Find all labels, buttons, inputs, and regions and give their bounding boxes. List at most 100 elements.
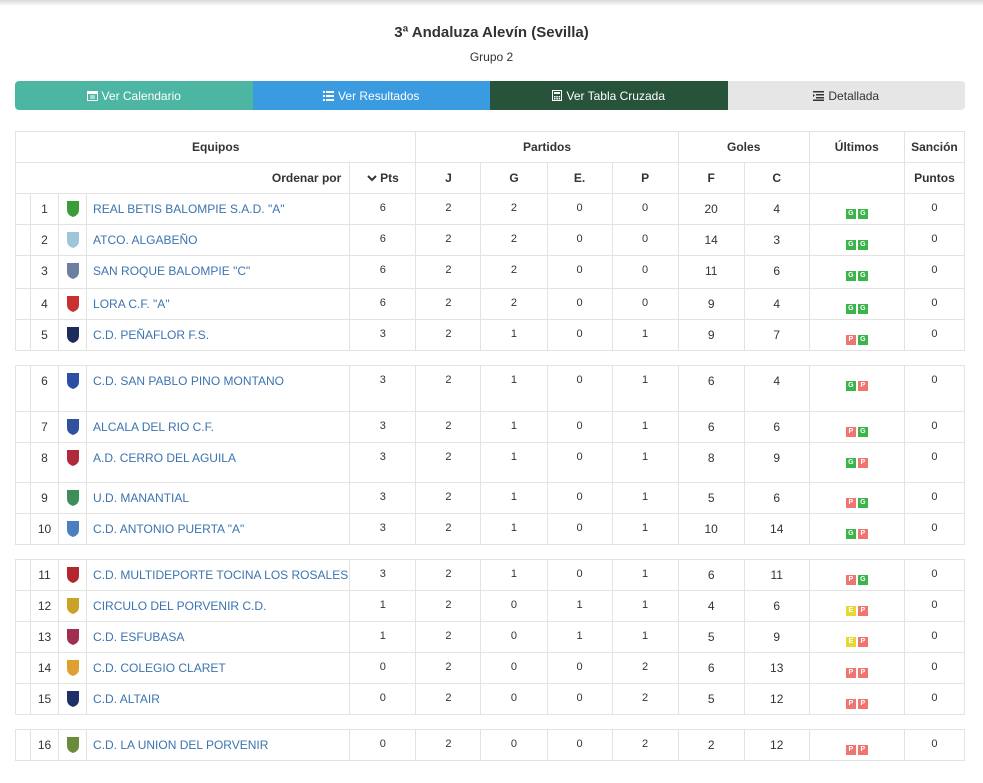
team-name-link-value[interactable]: SAN ROQUE BALOMPIE "C" (93, 264, 251, 278)
team-logo (58, 513, 88, 545)
pts: 3 (349, 559, 417, 591)
goals-for: 5 (677, 482, 745, 514)
team-logo (58, 683, 88, 715)
sancion-points: 0 (903, 559, 966, 591)
played: 2 (415, 482, 482, 514)
group-separator (15, 544, 965, 560)
team-logo (58, 193, 88, 225)
team-name-link[interactable]: C.D. LA UNION DEL PORVENIR (86, 729, 351, 761)
goals-against: 6 (743, 255, 810, 289)
sancion-points-value: 0 (931, 328, 938, 340)
team-name-link[interactable]: REAL BETIS BALOMPIE S.A.D. "A" (86, 193, 351, 225)
team-name-link-value[interactable]: C.D. SAN PABLO PINO MONTANO (93, 374, 284, 388)
tab-calendario[interactable]: Ver Calendario (15, 81, 253, 110)
won: 0 (480, 729, 548, 761)
team-name-link[interactable]: ATCO. ALGABEÑO (86, 224, 351, 256)
team-name-link-value[interactable]: C.D. LA UNION DEL PORVENIR (93, 738, 269, 752)
team-name-link-value[interactable]: LORA C.F. "A" (93, 297, 170, 311)
tab-resultados[interactable]: Ver Resultados (252, 81, 490, 110)
sort-pts-header[interactable]: Pts (349, 162, 417, 194)
team-name-link[interactable]: CIRCULO DEL PORVENIR C.D. (86, 590, 351, 622)
team-name-link-value[interactable]: REAL BETIS BALOMPIE S.A.D. "A" (93, 202, 285, 216)
drawn: 0 (546, 224, 613, 256)
team-name-link[interactable]: LORA C.F. "A" (86, 288, 351, 320)
result-badge: P (857, 381, 868, 391)
won-value: 0 (510, 599, 518, 611)
sancion-points-value: 0 (931, 420, 938, 432)
team-name-link[interactable]: U.D. MANANTIAL (86, 482, 351, 514)
position: 9 (29, 482, 60, 514)
team-name-link-value[interactable]: ATCO. ALGABEÑO (93, 233, 198, 247)
drawn-value: 0 (576, 374, 583, 386)
tab-tabla-cruzada[interactable]: Ver Tabla Cruzada (490, 81, 728, 110)
team-name-link-value[interactable]: C.D. COLEGIO CLARET (93, 661, 226, 675)
won: 0 (480, 621, 548, 653)
team-name-link[interactable]: C.D. ALTAIR (86, 683, 351, 715)
pts: 6 (349, 224, 417, 256)
team-name-link[interactable]: ALCALA DEL RIO C.F. (86, 411, 351, 443)
team-name-link-value[interactable]: CIRCULO DEL PORVENIR C.D. (93, 599, 267, 613)
lost: 0 (611, 193, 679, 225)
header-equipos: Equipos (14, 131, 417, 163)
played-value: 2 (445, 661, 452, 673)
played-value: 2 (445, 738, 452, 750)
table-row: 16 C.D. LA UNION DEL PORVENIR 0 2 0 0 2 2 12 P P 0 (15, 729, 966, 761)
team-name-link-value[interactable]: C.D. ANTONIO PUERTA "A" (93, 522, 245, 536)
team-name-link-value[interactable]: U.D. MANANTIAL (93, 491, 190, 505)
team-name-link-value[interactable]: C.D. ALTAIR (93, 692, 160, 706)
team-name-link-value[interactable]: C.D. PEÑAFLOR F.S. (93, 328, 210, 342)
team-logo (58, 411, 88, 443)
result-badge: P (857, 606, 868, 616)
goals-for: 10 (677, 513, 745, 545)
tab-detallada[interactable]: Detallada (727, 81, 965, 110)
pts-value: 3 (379, 420, 386, 432)
team-logo (58, 590, 88, 622)
row-spacer (15, 319, 31, 351)
won-value: 1 (510, 451, 518, 463)
result-badge: P (845, 335, 856, 345)
played-value: 2 (445, 328, 452, 340)
position: 12 (29, 590, 60, 622)
team-name-link[interactable]: C.D. ANTONIO PUERTA "A" (86, 513, 351, 545)
goals-against-value: 6 (773, 264, 781, 278)
team-crest-icon (66, 490, 79, 506)
header-f: F (677, 162, 745, 194)
position: 13 (29, 621, 60, 653)
pts: 3 (349, 513, 417, 545)
table-row: 3 SAN ROQUE BALOMPIE "C" 6 2 2 0 0 11 6 G G 0 (15, 255, 966, 289)
lost: 1 (611, 442, 679, 483)
team-name-link[interactable]: C.D. MULTIDEPORTE TOCINA LOS ROSALES (86, 559, 351, 591)
team-name-link[interactable]: A.D. CERRO DEL AGUILA (86, 442, 351, 483)
goals-against-value: 4 (773, 202, 781, 216)
team-name-link[interactable]: C.D. SAN PABLO PINO MONTANO (86, 365, 351, 412)
result-badge: G (845, 458, 856, 468)
result-badge: P (857, 745, 868, 755)
pts-value: 3 (379, 491, 386, 503)
drawn-value: 1 (576, 599, 583, 611)
team-name-link-value[interactable]: C.D. MULTIDEPORTE TOCINA LOS ROSALES (93, 568, 349, 582)
team-name-link[interactable]: SAN ROQUE BALOMPIE "C" (86, 255, 351, 289)
team-name-link-value[interactable]: ALCALA DEL RIO C.F. (93, 420, 214, 434)
team-name-link[interactable]: C.D. ESFUBASA (86, 621, 351, 653)
goals-for-value: 20 (704, 202, 718, 216)
team-name-link-value[interactable]: C.D. ESFUBASA (93, 630, 185, 644)
team-name-link-value[interactable]: A.D. CERRO DEL AGUILA (93, 451, 236, 465)
group-separator (15, 350, 965, 366)
team-name-link[interactable]: C.D. COLEGIO CLARET (86, 652, 351, 684)
team-name-link[interactable]: C.D. PEÑAFLOR F.S. (86, 319, 351, 351)
team-logo (58, 559, 88, 591)
won-value: 1 (510, 420, 518, 432)
team-crest-icon (66, 598, 79, 614)
drawn: 0 (546, 319, 613, 351)
result-badge: G (857, 240, 868, 250)
sancion-points: 0 (903, 319, 966, 351)
sancion-points-value: 0 (931, 692, 938, 704)
goals-for: 8 (677, 442, 745, 483)
team-crest-icon (66, 567, 79, 583)
